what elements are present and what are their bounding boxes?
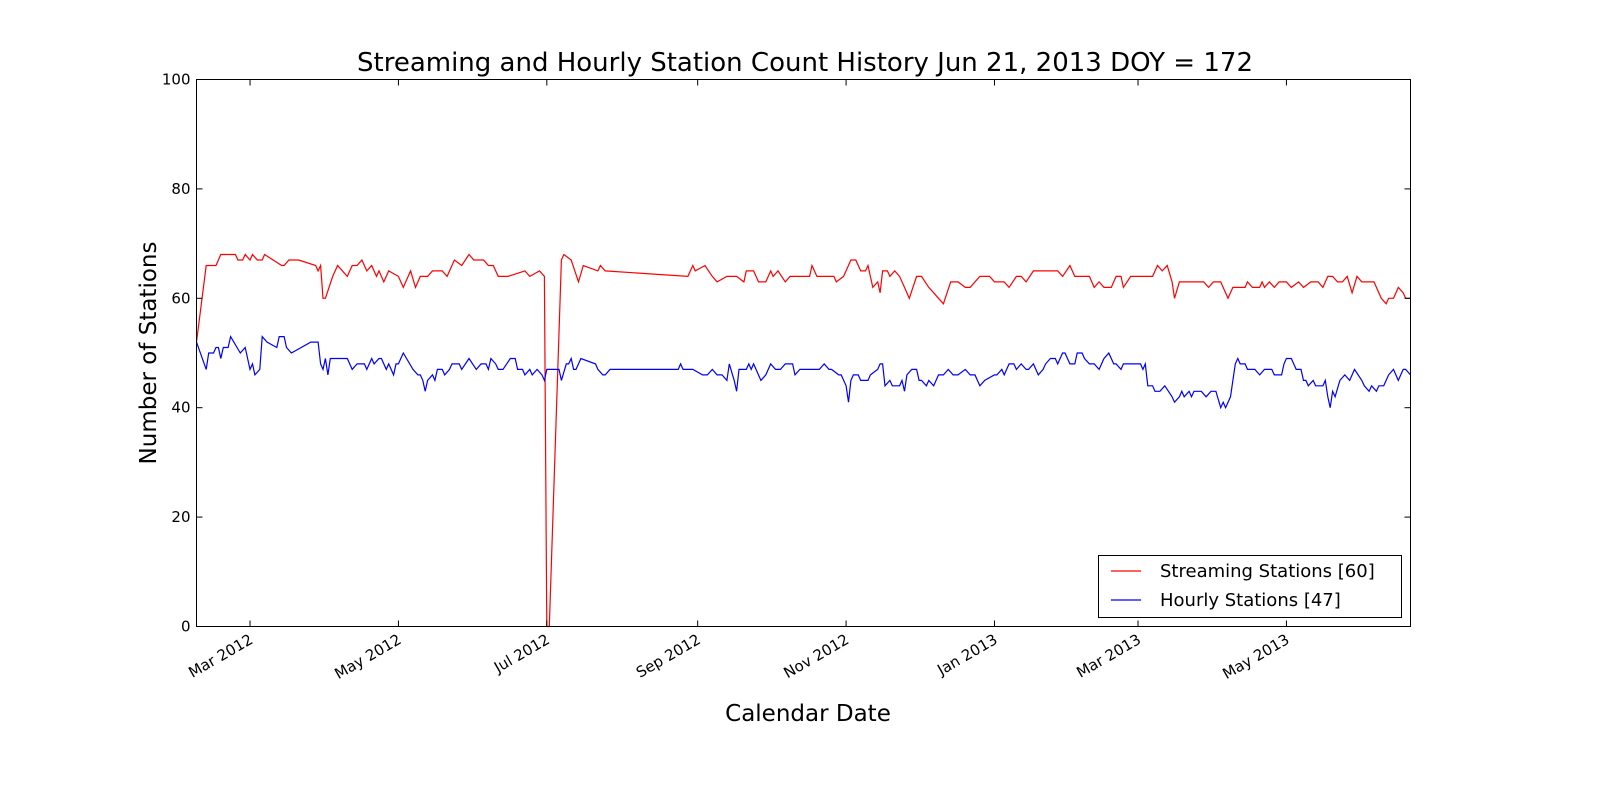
legend-box (1098, 555, 1402, 618)
series-layer (195, 253, 1411, 628)
series-line-hourly (195, 335, 1411, 410)
y-tick-label: 0 (181, 618, 191, 636)
chart-title: Streaming and Hourly Station Count Histo… (357, 48, 1253, 78)
y-tick-label: 20 (171, 508, 190, 526)
legend-label: Streaming Stations [60] (1160, 561, 1375, 582)
y-tick-label: 100 (162, 71, 191, 89)
y-tick-label: 80 (171, 180, 190, 198)
plot-frame (196, 79, 1411, 627)
x-axis-label: Calendar Date (725, 701, 891, 727)
y-tick-label: 40 (171, 399, 190, 417)
y-tick-label: 60 (171, 289, 190, 307)
series-line-streaming (195, 253, 1411, 628)
legend: Streaming Stations [60] Hourly Stations [… (1098, 555, 1402, 618)
legend-label: Hourly Stations [47] (1160, 590, 1341, 611)
y-axis-label: Number of Stations (136, 242, 162, 465)
